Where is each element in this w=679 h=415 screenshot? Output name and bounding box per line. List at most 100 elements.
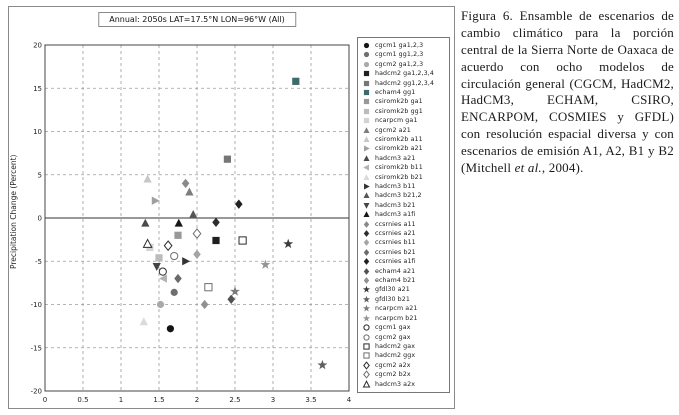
x-tick-label: 3 (271, 396, 275, 404)
data-point (152, 263, 161, 271)
data-point (170, 288, 178, 296)
legend-item: csiromk2b ga1 (361, 98, 449, 106)
legend-label: cgcm2 gax (375, 333, 411, 341)
legend-marker-shape (362, 314, 371, 322)
legend-marker-shape (363, 173, 370, 180)
legend-marker-diamond-icon (363, 361, 370, 370)
legend-marker-square-icon (363, 99, 370, 105)
x-tick-label: 2.5 (229, 396, 240, 404)
legend-label: cgcm2 ga1,2,3 (375, 60, 424, 68)
legend-label: ccsrnies a21 (375, 230, 416, 238)
legend-marker-shape (363, 71, 370, 77)
data-point (159, 274, 167, 283)
legend-item: csiromk2b a21 (361, 145, 449, 153)
legend-label: csiromk2b b11 (375, 164, 423, 172)
data-point (174, 218, 183, 227)
legend-item: hadcm2 gax (361, 342, 449, 350)
chart-title: Annual: 2050s LAT=17.5°N LON=96°W (All) (98, 12, 296, 27)
x-tick-label: 3.5 (305, 396, 316, 404)
data-point (174, 273, 182, 284)
legend-marker-shape (363, 248, 370, 256)
legend-marker-shape (363, 333, 370, 341)
legend-item: hadcm3 a2x (361, 379, 449, 388)
legend-label: hadcm2 gax (375, 342, 416, 350)
legend-item: cgcm1 gg1,2,3 (361, 51, 449, 59)
legend-item: ccsrnies a1fi (361, 258, 449, 266)
data-point (223, 155, 231, 163)
legend-marker-circle-icon (363, 42, 370, 49)
legend-marker-shape (363, 126, 370, 133)
data-point (158, 267, 167, 276)
data-point (185, 187, 194, 196)
y-tick-label: -10 (31, 301, 42, 309)
data-point (317, 359, 328, 370)
x-tick-label: 1.5 (153, 396, 164, 404)
legend-marker-shape (363, 89, 370, 96)
x-tick-label: 0 (43, 396, 47, 404)
legend-label: echam4 a21 (375, 267, 416, 275)
y-tick-label: 10 (33, 128, 42, 136)
legend-marker-star-icon (362, 286, 371, 294)
legend-item: ncarpcm ga1 (361, 117, 449, 125)
legend-marker-shape (363, 164, 369, 171)
legend-label: cgcm2 b2x (375, 371, 411, 379)
data-point (142, 238, 153, 248)
data-point (235, 199, 243, 209)
legend-marker-shape (363, 52, 370, 58)
legend-marker-square-icon (363, 80, 370, 86)
legend-marker-shape (363, 192, 370, 199)
data-point (155, 254, 163, 262)
legend-label: cgcm2 a21 (375, 126, 411, 134)
legend-marker-star-icon (362, 314, 371, 322)
legend-item: ccsrnies b11 (361, 239, 449, 247)
legend-label: csiromk2b gg1 (375, 107, 423, 115)
legend-marker-triangle-down-icon (363, 202, 370, 209)
legend-marker-shape (363, 277, 370, 284)
legend-item: hadcm3 a21 (361, 154, 449, 162)
chart-panel: Annual: 2050s LAT=17.5°N LON=96°W (All) … (8, 6, 455, 409)
legend-marker-triangle-up-icon (363, 126, 370, 133)
legend-label: cgcm1 ga1,2,3 (375, 41, 424, 49)
data-point (163, 240, 173, 252)
legend-marker-triangle-up-icon (363, 173, 370, 180)
legend-marker-shape (363, 324, 370, 331)
legend-item: ccsrnies a11 (361, 220, 449, 228)
legend-marker-triangle-right-icon (364, 183, 370, 190)
legend-marker-shape (362, 305, 371, 312)
legend-marker-shape (363, 239, 370, 247)
data-point (227, 294, 235, 304)
legend-item: cgcm1 ga1,2,3 (361, 41, 449, 49)
legend-label: ccsrnies a11 (375, 220, 416, 228)
data-point (174, 231, 182, 239)
legend-marker-star-icon (362, 305, 371, 312)
legend-marker-triangle-right-icon (364, 145, 370, 152)
legend-item: ncarpcm a21 (361, 305, 449, 313)
legend-marker-shape (363, 118, 370, 124)
legend-marker-circle-icon (363, 52, 370, 58)
data-point (181, 178, 190, 189)
data-point (212, 236, 220, 245)
legend-marker-square-icon (363, 71, 370, 77)
legend-item: hadcm3 b21 (361, 201, 449, 209)
data-point (238, 236, 247, 245)
legend-label: echam4 b21 (375, 277, 416, 285)
legend-label: ncarpcm b21 (375, 314, 418, 322)
legend-label: hadcm2 ga1,2,3,4 (375, 70, 434, 78)
data-point (260, 259, 271, 269)
data-point (143, 174, 152, 183)
legend-marker-circle-icon (363, 324, 370, 331)
legend-label: csiromk2b ga1 (375, 98, 423, 106)
legend-marker-shape (363, 343, 370, 350)
legend-marker-shape (363, 155, 370, 161)
legend-marker-diamond-icon (363, 230, 370, 237)
legend-marker-shape (364, 145, 370, 152)
y-tick-label: -5 (35, 258, 42, 266)
data-point (170, 251, 179, 261)
legend-label: cgcm1 gg1,2,3 (375, 51, 424, 59)
legend-marker-square-icon (363, 118, 370, 124)
legend-label: ncarpcm a21 (375, 305, 418, 313)
legend-item: gfdl30 a21 (361, 286, 449, 294)
legend-marker-shape (363, 370, 370, 379)
legend-label: csiromk2b b21 (375, 173, 423, 181)
